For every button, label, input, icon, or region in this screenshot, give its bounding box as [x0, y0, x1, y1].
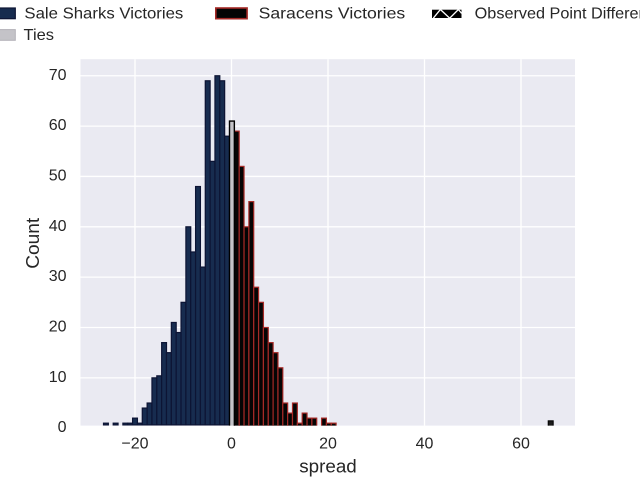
svg-text:Ties: Ties: [24, 27, 55, 44]
svg-text:Sale Sharks Victories: Sale Sharks Victories: [24, 5, 183, 22]
svg-text:20: 20: [49, 319, 67, 336]
svg-text:0: 0: [58, 419, 67, 436]
svg-text:10: 10: [49, 369, 67, 386]
svg-text:−20: −20: [121, 436, 148, 453]
svg-text:Observed Point Difference: Observed Point Difference: [475, 5, 640, 22]
svg-text:70: 70: [49, 67, 67, 84]
svg-text:40: 40: [49, 218, 67, 235]
svg-text:Saracens Victories: Saracens Victories: [259, 5, 406, 22]
svg-text:50: 50: [49, 167, 67, 184]
svg-text:60: 60: [49, 117, 67, 134]
svg-text:0: 0: [227, 436, 236, 453]
svg-text:40: 40: [416, 436, 434, 453]
svg-text:60: 60: [512, 436, 530, 453]
svg-text:20: 20: [319, 436, 337, 453]
svg-text:Count: Count: [23, 218, 43, 269]
svg-text:30: 30: [49, 268, 67, 285]
svg-text:spread: spread: [299, 457, 357, 477]
